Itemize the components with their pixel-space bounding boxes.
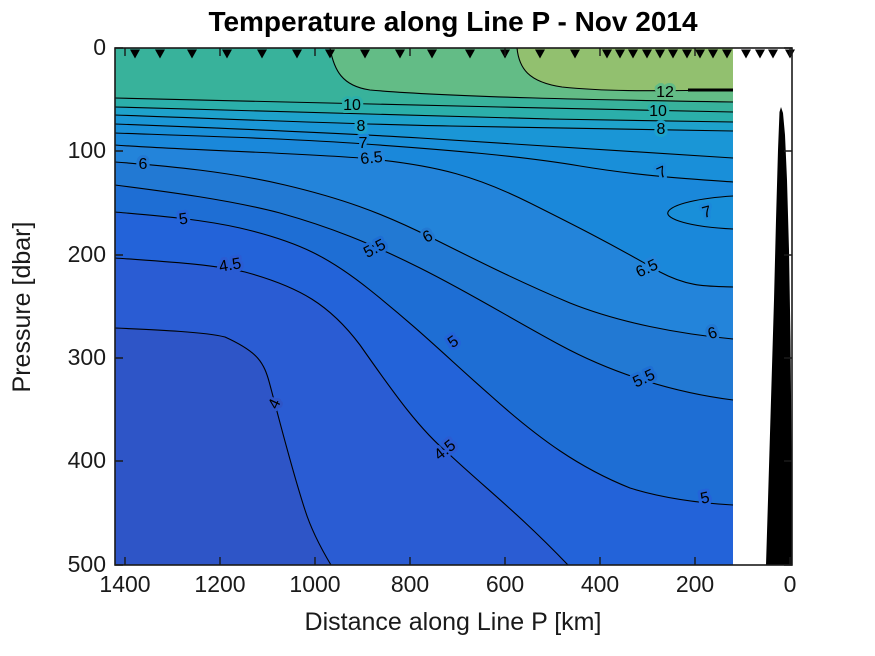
y-tick-label: 300 [68, 344, 106, 370]
contour-label: 7 [359, 135, 368, 152]
contour-label: 10 [649, 103, 667, 120]
tick-marks [115, 47, 792, 566]
x-axis-label: Distance along Line P [km] [305, 608, 602, 636]
contour-label: 10 [343, 97, 361, 114]
contour-label: 12 [656, 84, 674, 101]
y-tick-labels: 0 100 200 300 400 500 [68, 34, 106, 577]
contour-line [115, 97, 734, 113]
x-tick-label: 1200 [194, 571, 245, 597]
bathymetry-mask [766, 107, 792, 565]
contour-line [115, 257, 569, 565]
x-tick-label: 1400 [99, 571, 150, 597]
x-tick-labels: 1400 1200 1000 800 600 400 200 0 [99, 571, 796, 597]
y-tick-label: 100 [68, 137, 106, 163]
contour-line [115, 123, 734, 159]
axis-frame [114, 47, 793, 566]
y-axis-label: Pressure [dbar] [8, 222, 36, 393]
x-tick-label: 0 [784, 571, 797, 597]
contour-line [115, 144, 734, 288]
temperature-band-closed-cell [667, 196, 733, 229]
contour-label: 8 [357, 118, 366, 135]
y-tick-label: 0 [93, 34, 106, 60]
x-tick-label: 200 [676, 571, 714, 597]
x-tick-label: 1000 [289, 571, 340, 597]
contour-line [115, 184, 734, 401]
contour-label: 6.5 [360, 149, 384, 168]
contour-line [115, 211, 734, 506]
y-tick-label: 500 [68, 551, 106, 577]
contour-line [329, 48, 734, 103]
contour-line [115, 114, 734, 132]
page-title: Temperature along Line P - Nov 2014 [208, 6, 698, 37]
contour-label: 6 [139, 156, 148, 173]
contour-label: 8 [657, 121, 666, 138]
y-tick-label: 200 [68, 241, 106, 267]
contour-line [115, 132, 734, 183]
x-tick-label: 400 [581, 571, 619, 597]
x-tick-label: 800 [391, 571, 429, 597]
contour-lines [115, 48, 734, 565]
station-markers [130, 49, 795, 59]
contour-line-closed-cell [667, 195, 734, 230]
contour-line [115, 327, 332, 565]
x-tick-label: 600 [486, 571, 524, 597]
temperature-band [517, 48, 733, 91]
contour-line [115, 106, 734, 123]
y-tick-label: 400 [68, 447, 106, 473]
contour-line [115, 161, 734, 340]
